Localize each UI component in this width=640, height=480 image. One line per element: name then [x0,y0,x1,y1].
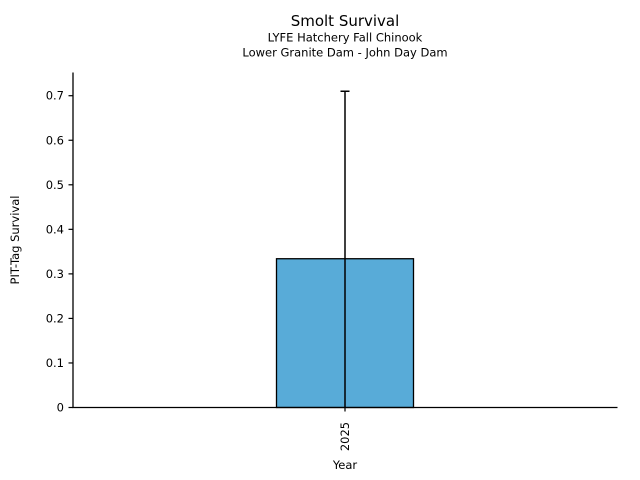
chart-title: Smolt Survival [291,12,400,30]
chart-subtitle-line2: Lower Granite Dam - John Day Dam [242,46,447,60]
x-tick-label: 2025 [338,422,352,451]
y-tick-label: 0.7 [46,89,64,103]
chart-subtitle-line1: LYFE Hatchery Fall Chinook [268,31,423,45]
y-tick-label: 0.4 [46,222,64,236]
y-tick-label: 0.1 [46,356,64,370]
y-axis-label: PIT-Tag Survival [8,196,22,285]
bar-series: 2025 [275,90,415,451]
y-tick-label: 0.2 [46,311,64,325]
y-axis-ticks: 0 0.1 0.2 0.3 0.4 0.5 0.6 0.7 [46,89,73,415]
y-tick-label: 0.6 [46,133,64,147]
y-tick-label: 0 [57,401,64,415]
x-axis-label: Year [332,458,358,472]
y-tick-label: 0.3 [46,267,64,281]
y-tick-label: 0.5 [46,178,64,192]
